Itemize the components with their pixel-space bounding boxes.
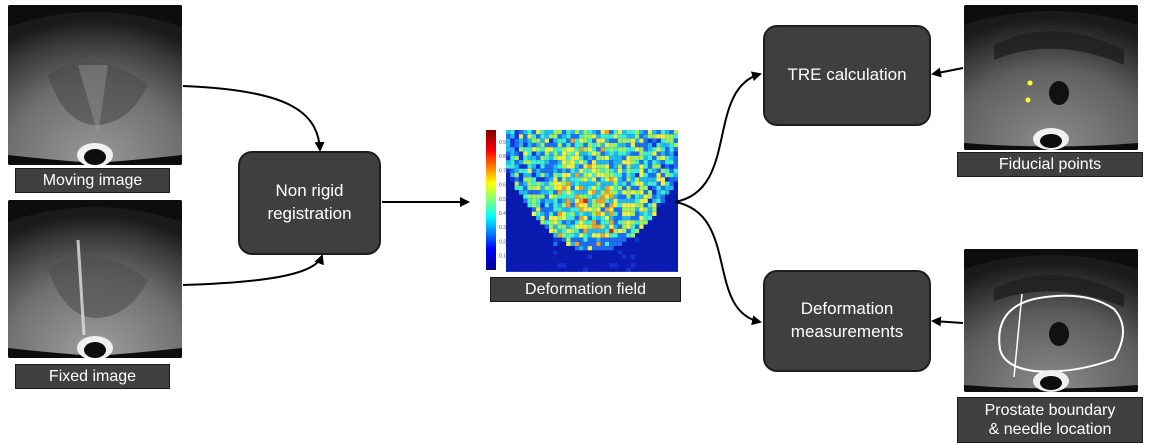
fiducial-point [1027,80,1033,86]
colorbar-tick-label: 0.5 [499,197,506,203]
fiducial-image [964,5,1138,150]
prostate-boundary-caption: Prostate boundary & needle location [957,397,1143,443]
colorbar-tick-label: 0.8 [499,154,506,160]
deformation-label: Deformation measurements [790,299,904,341]
fiducial-point [1025,97,1031,103]
moving-image [8,5,182,165]
prostate-boundary [998,294,1124,373]
arrow-fixed-to-registration [182,254,324,286]
deformation-field-image: 0.9 0.8 0.7 0.6 0.5 0.4 0.3 0.2 0.1 [480,128,680,273]
deformation-measurements-box: Deformation measurements [763,270,931,372]
arrow-field-to-tre [674,71,762,203]
tre-calculation-box: TRE calculation [763,25,931,126]
colorbar-tick-label: 0.1 [499,254,506,260]
arrow-moving-to-registration [182,85,325,152]
colorbar [486,130,496,270]
deformation-field-caption: Deformation field [490,277,681,302]
moving-image-caption: Moving image [15,168,170,193]
colorbar-tick-label: 0.3 [499,225,506,231]
arrow-field-to-deformation [674,201,762,326]
registration-label: Non rigid registration [267,181,352,223]
heatmap-texture [506,130,678,272]
colorbar-tick-label: 0.7 [499,168,506,174]
fiducial-points-caption: Fiducial points [957,152,1143,177]
colorbar-tick-label: 0.2 [499,239,506,245]
colorbar-tick-label: 0.9 [499,140,506,146]
fixed-image-caption: Fixed image [15,364,170,389]
colorbar-tick-label: 0.4 [499,211,506,217]
colorbar-tick-label: 0.6 [499,183,506,189]
needle-line [1013,293,1023,378]
arrow-fiducial-to-tre [931,67,964,78]
non-rigid-registration-box: Non rigid registration [238,151,381,255]
fixed-image [8,200,182,358]
tre-label: TRE calculation [787,65,907,85]
prostate-image [964,249,1138,392]
arrow-prostate-to-deformation [931,316,964,327]
